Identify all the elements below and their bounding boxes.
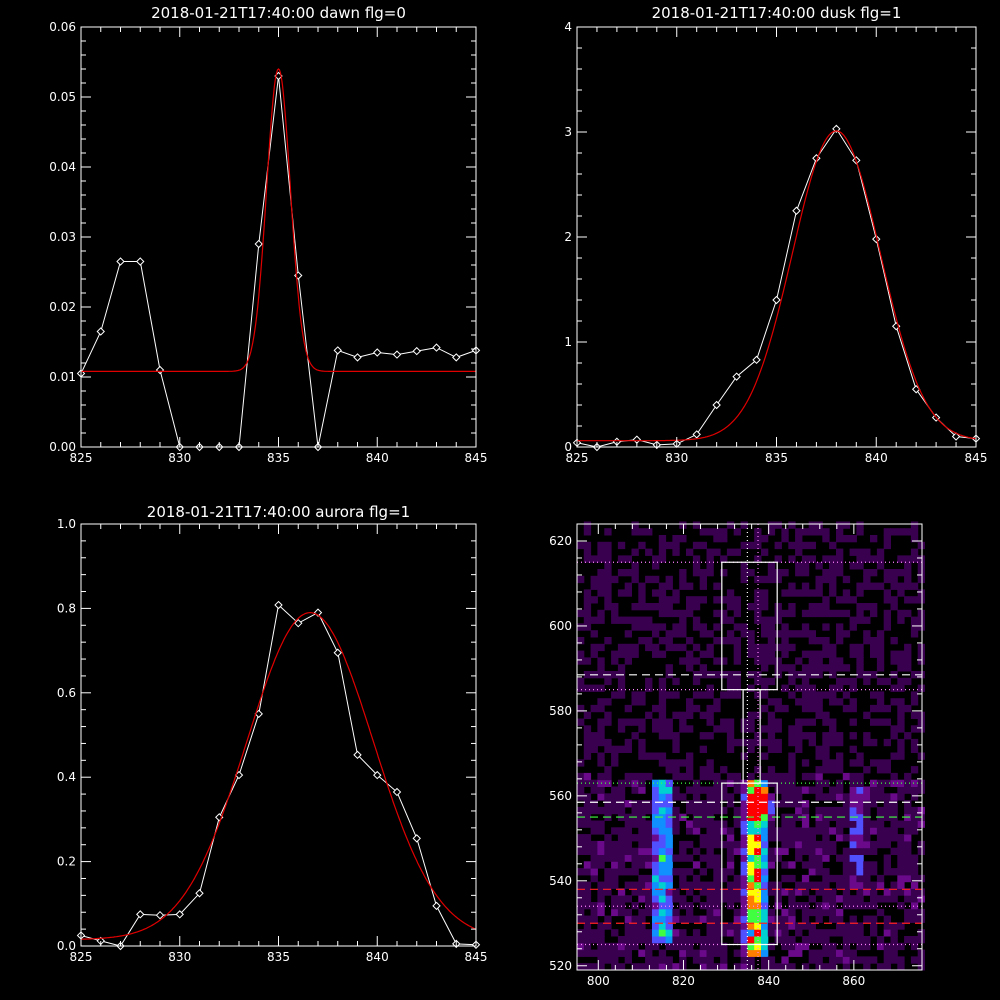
aurora-ytick-label: 0.6 [57,686,76,700]
aurora-data-point [412,834,421,843]
dusk-data-point [772,295,781,305]
dusk-xtick-label: 835 [765,451,788,465]
aurora-ytick-label: 0.0 [57,939,76,953]
dawn-xtick-label: 845 [465,451,488,465]
dusk-xtick-label: 830 [665,451,688,465]
dawn-ytick-label: 0.02 [49,300,76,314]
aurora-data-point [195,889,204,898]
image-ytick-label: 540 [549,874,572,888]
aurora-fit-line [81,611,476,940]
dawn-ytick-label: 0.01 [49,370,76,384]
image-box [721,782,778,946]
aurora-ytick-label: 0.2 [57,855,76,869]
aurora-data-point [274,600,283,610]
dusk-data-point [712,400,721,410]
aurora-xtick-label: 845 [465,950,488,964]
dawn-ytick-label: 0.00 [49,440,76,454]
dawn-plot-frame [80,26,477,448]
dawn-data-point [96,327,105,336]
image-ytick-label: 560 [549,789,572,803]
dusk-ytick-label: 4 [564,20,572,34]
dusk-xtick-label: 840 [865,451,888,465]
aurora-xtick-label: 840 [366,950,389,964]
dusk-data-point [692,430,701,439]
image-xtick-label: 820 [672,974,695,988]
image-xtick-label: 800 [587,974,610,988]
dawn-data-point [392,350,402,359]
dawn-data-point [155,365,165,375]
aurora-data-point [155,910,165,920]
dusk-data-point [732,372,741,381]
aurora-data-point [175,910,184,919]
aurora-observed-line [81,604,476,946]
dawn-xtick-label: 830 [168,451,191,465]
dusk-panel: 825 830 835 840 845 0 1 2 3 4 2018-01-21T17:40:00 … [564,4,987,465]
dusk-xtick-label: 845 [965,451,988,465]
dawn-fit-line [81,68,476,372]
dusk-data-point [951,432,961,441]
dawn-xtick-label: 825 [70,451,93,465]
dawn-data-point [116,257,125,266]
image-ytick-label: 620 [549,534,572,548]
aurora-data-point [294,618,303,628]
image-heatmap-cells [577,521,925,971]
dawn-ytick-label: 0.04 [49,160,76,174]
dawn-data-point [373,348,382,357]
aurora-title: 2018-01-21T17:40:00 aurora flg=1 [147,503,410,521]
dusk-ytick-label: 1 [564,335,572,349]
image-ytick-label: 520 [549,959,572,973]
aurora-xtick-label: 830 [168,950,191,964]
dusk-ytick-label: 3 [564,125,572,139]
dusk-ytick-label: 0 [564,440,572,454]
aurora-data-point [392,787,402,797]
dawn-data-point [136,257,145,266]
dusk-observed-line [577,127,976,447]
dusk-title: 2018-01-21T17:40:00 dusk flg=1 [652,4,902,22]
aurora-xtick-label: 835 [267,950,290,964]
image-xtick-label: 860 [842,974,865,988]
image-xtick-label: 840 [757,974,780,988]
dusk-ytick-label: 2 [564,230,572,244]
dawn-ytick-label: 0.05 [49,90,76,104]
dusk-data-point [752,355,761,365]
aurora-ytick-label: 0.4 [57,770,76,784]
aurora-data-point [136,910,145,919]
dusk-fit-line [577,130,976,442]
aurora-data-point [373,770,382,780]
aurora-data-point [353,750,362,760]
image-panel: 800 820 840 860 520 540 560 580 600 620 [549,521,925,988]
dawn-data-point [412,346,421,356]
aurora-panel: 825 830 835 840 845 0.0 0.2 0.4 0.6 0.8 1.0 2018-01… [57,503,488,964]
aurora-ytick-label: 0.8 [57,601,76,615]
dawn-panel: 825 830 835 840 845 0.00 0.01 0.02 0.03 0.04 0.05 0… [49,4,487,465]
dawn-data-point [452,353,461,362]
dawn-data-point [254,239,263,249]
dawn-data-point [333,346,342,355]
dawn-ytick-label: 0.03 [49,230,76,244]
dusk-plot-frame [576,26,977,448]
image-ytick-label: 580 [549,704,572,718]
aurora-plot-frame [80,523,477,947]
dusk-data-point [792,206,801,215]
image-plot-frame [576,523,923,971]
dawn-ytick-label: 0.06 [49,20,76,34]
dawn-xtick-label: 835 [267,451,290,465]
aurora-ytick-label: 1.0 [57,517,76,531]
aurora-xtick-label: 825 [70,950,93,964]
dawn-title: 2018-01-21T17:40:00 dawn flg=0 [151,4,406,22]
aurora-data-point [432,901,441,911]
dawn-data-point [432,343,441,352]
dusk-xtick-label: 825 [566,451,589,465]
dusk-data-point [832,124,841,134]
aurora-data-point [333,648,342,657]
image-ytick-label: 600 [549,619,572,633]
dawn-data-point [353,353,362,362]
dawn-xtick-label: 840 [366,451,389,465]
